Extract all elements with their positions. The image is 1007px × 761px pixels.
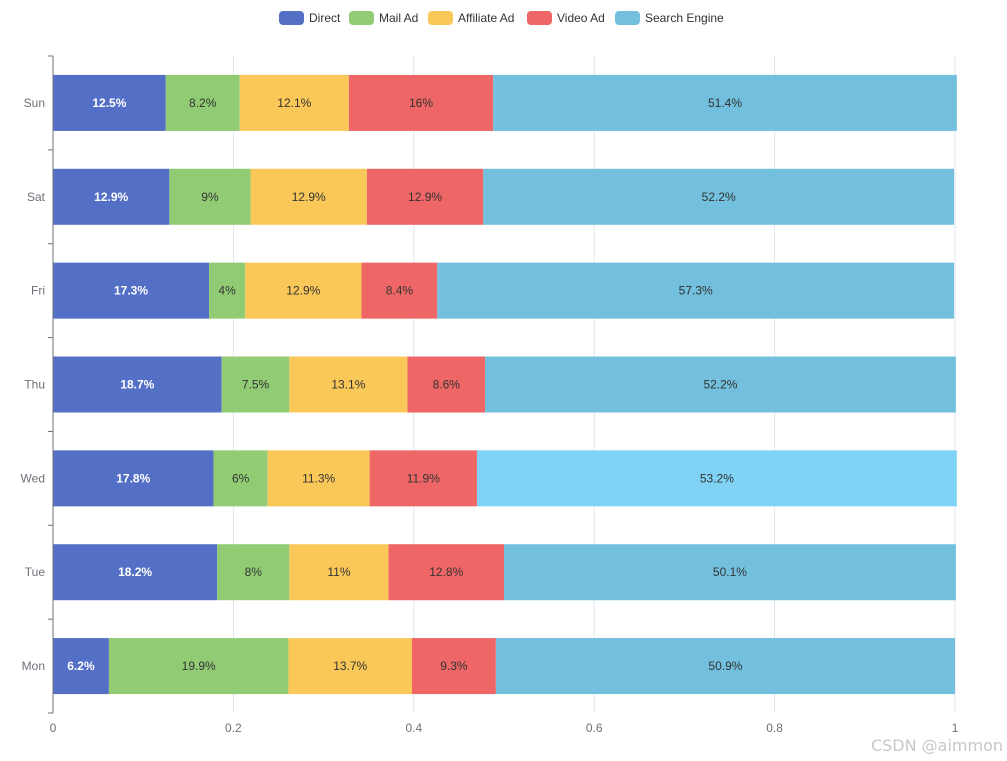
bar-search-engine-sat[interactable] bbox=[483, 168, 955, 225]
bar-affiliate-ad-sun[interactable] bbox=[239, 74, 349, 131]
data-label-affiliate-ad-tue: 11% bbox=[327, 565, 350, 579]
bar-search-engine-thu[interactable] bbox=[485, 356, 956, 413]
data-label-video-ad-mon: 9.3% bbox=[440, 659, 468, 673]
data-label-video-ad-thu: 8.6% bbox=[433, 378, 461, 392]
bar-mail-ad-fri[interactable] bbox=[209, 262, 246, 319]
data-label-affiliate-ad-mon: 13.7% bbox=[333, 659, 367, 673]
legend-label-affiliate-ad[interactable]: Affiliate Ad bbox=[458, 11, 514, 25]
bar-mail-ad-tue[interactable] bbox=[217, 544, 290, 601]
bar-video-ad-tue[interactable] bbox=[388, 544, 504, 601]
bar-search-engine-tue[interactable] bbox=[504, 544, 956, 601]
legend: Direct Mail Ad Affiliate Ad Video Ad Search … bbox=[279, 11, 724, 25]
data-label-mail-ad-wed: 6% bbox=[232, 471, 250, 485]
data-label-video-ad-tue: 12.8% bbox=[429, 565, 463, 579]
bar-direct-thu[interactable] bbox=[53, 356, 222, 413]
data-label-direct-wed: 17.8% bbox=[116, 471, 150, 485]
y-tick-label-wed: Wed bbox=[21, 471, 45, 485]
data-label-search-engine-sat: 52.2% bbox=[702, 190, 736, 204]
data-label-search-engine-mon: 50.9% bbox=[708, 659, 742, 673]
bar-direct-sun[interactable] bbox=[53, 74, 166, 131]
x-tick-label: 0.8 bbox=[766, 721, 783, 735]
bar-mail-ad-wed[interactable] bbox=[213, 450, 268, 507]
bar-direct-fri[interactable] bbox=[53, 262, 210, 319]
x-tick-label: 0 bbox=[50, 721, 57, 735]
y-tick-label-fri: Fri bbox=[31, 284, 45, 298]
data-label-mail-ad-sun: 8.2% bbox=[189, 96, 217, 110]
data-label-search-engine-tue: 50.1% bbox=[713, 565, 747, 579]
legend-label-mail-ad[interactable]: Mail Ad bbox=[379, 11, 418, 25]
data-label-search-engine-wed: 53.2% bbox=[700, 471, 734, 485]
bar-search-engine-sun[interactable] bbox=[493, 74, 957, 131]
axes: Mon Tue Wed Thu Fri Sat Sun 0 0.2 0.4 0.6 0.8 1 bbox=[21, 55, 959, 735]
data-label-direct-sat: 12.9% bbox=[94, 190, 128, 204]
legend-swatch-affiliate-ad[interactable] bbox=[428, 11, 453, 25]
data-label-affiliate-ad-fri: 12.9% bbox=[286, 284, 320, 298]
bar-video-ad-thu[interactable] bbox=[407, 356, 486, 413]
data-label-video-ad-sun: 16% bbox=[409, 96, 433, 110]
bar-direct-mon[interactable] bbox=[53, 638, 109, 695]
bar-affiliate-ad-wed[interactable] bbox=[267, 450, 370, 507]
bar-video-ad-fri[interactable] bbox=[361, 262, 438, 319]
y-tick-label-mon: Mon bbox=[22, 659, 45, 673]
bar-affiliate-ad-fri[interactable] bbox=[245, 262, 362, 319]
data-label-video-ad-wed: 11.9% bbox=[407, 471, 440, 485]
data-label-video-ad-fri: 8.4% bbox=[386, 284, 414, 298]
data-label-direct-sun: 12.5% bbox=[92, 96, 126, 110]
bar-direct-tue[interactable] bbox=[53, 544, 218, 601]
bar-search-engine-wed[interactable] bbox=[476, 450, 957, 507]
bar-affiliate-ad-sat[interactable] bbox=[250, 168, 367, 225]
bar-video-ad-sun[interactable] bbox=[348, 74, 494, 131]
y-tick-label-sun: Sun bbox=[24, 96, 45, 110]
bar-mail-ad-thu[interactable] bbox=[221, 356, 290, 413]
bar-affiliate-ad-mon[interactable] bbox=[288, 638, 412, 695]
bar-affiliate-ad-tue[interactable] bbox=[289, 544, 389, 601]
x-tick-label: 0.4 bbox=[405, 721, 422, 735]
legend-label-search-engine[interactable]: Search Engine bbox=[645, 11, 724, 25]
x-tick-label: 0.2 bbox=[225, 721, 242, 735]
data-label-direct-tue: 18.2% bbox=[118, 565, 152, 579]
legend-label-direct[interactable]: Direct bbox=[309, 11, 341, 25]
legend-swatch-direct[interactable] bbox=[279, 11, 304, 25]
watermark: CSDN @aimmon bbox=[870, 736, 1003, 755]
x-tick-label: 0.6 bbox=[586, 721, 603, 735]
bar-affiliate-ad-thu[interactable] bbox=[289, 356, 408, 413]
data-label-affiliate-ad-wed: 11.3% bbox=[302, 471, 335, 485]
y-tick-label-thu: Thu bbox=[24, 378, 45, 392]
bar-mail-ad-sat[interactable] bbox=[169, 168, 251, 225]
legend-swatch-mail-ad[interactable] bbox=[349, 11, 374, 25]
data-label-direct-mon: 6.2% bbox=[67, 659, 95, 673]
bar-search-engine-mon[interactable] bbox=[495, 638, 955, 695]
data-label-direct-fri: 17.3% bbox=[114, 284, 148, 298]
data-label-mail-ad-thu: 7.5% bbox=[242, 378, 270, 392]
data-label-search-engine-fri: 57.3% bbox=[679, 284, 713, 298]
y-tick-label-tue: Tue bbox=[25, 565, 46, 579]
data-label-mail-ad-fri: 4% bbox=[218, 284, 236, 298]
data-label-mail-ad-tue: 8% bbox=[245, 565, 263, 579]
data-label-affiliate-ad-sun: 12.1% bbox=[277, 96, 311, 110]
bar-video-ad-sat[interactable] bbox=[366, 168, 484, 225]
legend-swatch-search-engine[interactable] bbox=[615, 11, 640, 25]
bars: 6.2% 19.9% 13.7% 9.3% 50.9% 18.2% 8% 11% 12.8% 50… bbox=[53, 74, 957, 695]
data-label-video-ad-sat: 12.9% bbox=[408, 190, 442, 204]
data-label-affiliate-ad-sat: 12.9% bbox=[292, 190, 326, 204]
legend-label-video-ad[interactable]: Video Ad bbox=[557, 11, 605, 25]
bar-video-ad-wed[interactable] bbox=[369, 450, 477, 507]
data-label-mail-ad-mon: 19.9% bbox=[182, 659, 216, 673]
bar-mail-ad-mon[interactable] bbox=[108, 638, 289, 695]
x-tick-label: 1 bbox=[952, 721, 959, 735]
bar-direct-sat[interactable] bbox=[53, 168, 170, 225]
data-label-search-engine-thu: 52.2% bbox=[703, 378, 737, 392]
bar-mail-ad-sun[interactable] bbox=[165, 74, 240, 131]
legend-swatch-video-ad[interactable] bbox=[527, 11, 552, 25]
bar-search-engine-fri[interactable] bbox=[437, 262, 955, 319]
data-label-mail-ad-sat: 9% bbox=[201, 190, 219, 204]
y-tick-label-sat: Sat bbox=[27, 190, 46, 204]
bar-direct-wed[interactable] bbox=[53, 450, 214, 507]
bar-video-ad-mon[interactable] bbox=[411, 638, 496, 695]
data-label-search-engine-sun: 51.4% bbox=[708, 96, 742, 110]
data-label-affiliate-ad-thu: 13.1% bbox=[331, 378, 365, 392]
data-label-direct-thu: 18.7% bbox=[120, 378, 154, 392]
